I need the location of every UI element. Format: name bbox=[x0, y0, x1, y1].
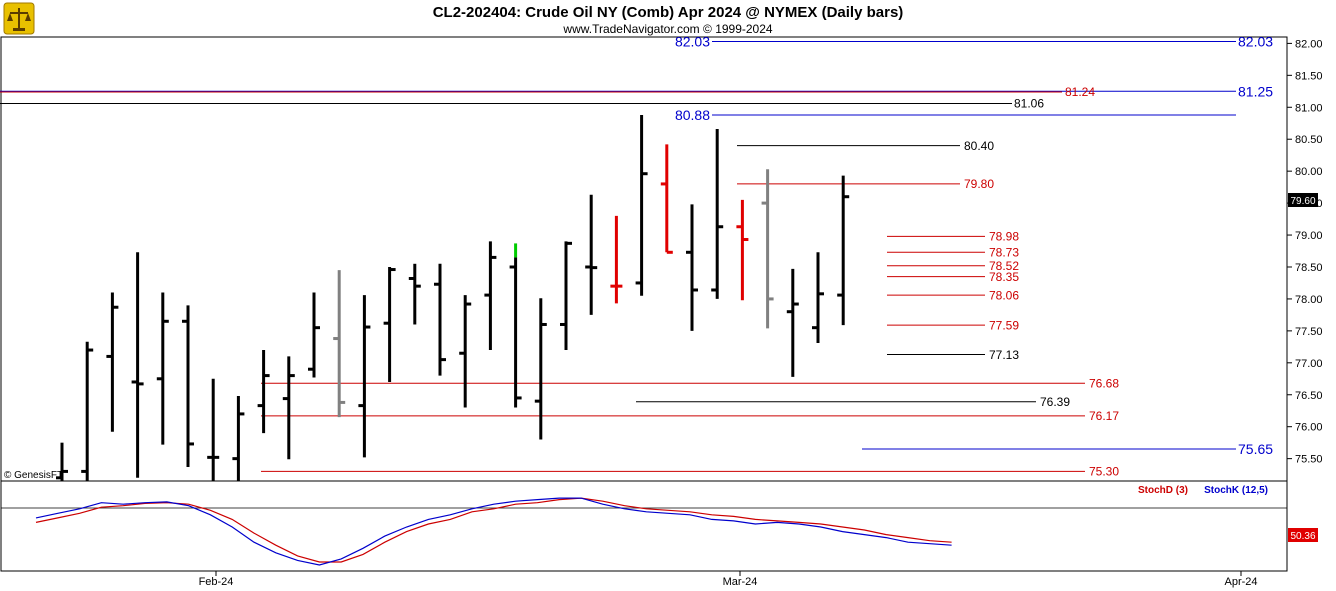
stoch-value-label: 50.36 bbox=[1290, 531, 1315, 542]
level-label: 80.88 bbox=[675, 107, 710, 123]
y-tick-label: 76.00 bbox=[1295, 422, 1323, 434]
stoch-d-line bbox=[35, 497, 952, 563]
stoch-k-line bbox=[35, 497, 952, 566]
last-price-badge bbox=[1288, 193, 1318, 207]
level-label: 82.03 bbox=[675, 33, 710, 49]
y-tick-label: 79.00 bbox=[1295, 230, 1323, 242]
y-tick-label: 77.00 bbox=[1295, 358, 1323, 370]
level-label: 78.98 bbox=[989, 230, 1019, 244]
y-tick-label: 78.50 bbox=[1295, 262, 1323, 274]
level-label: 81.24 bbox=[1065, 85, 1095, 99]
level-label: 79.80 bbox=[964, 177, 994, 191]
y-tick-label: 81.00 bbox=[1295, 102, 1323, 114]
chart-title: CL2-202404: Crude Oil NY (Comb) Apr 2024… bbox=[433, 4, 904, 21]
level-label: 76.17 bbox=[1089, 409, 1119, 423]
y-tick-label: 82.00 bbox=[1295, 38, 1323, 50]
level-label: 76.68 bbox=[1089, 377, 1119, 391]
x-tick-label: Feb-24 bbox=[199, 576, 234, 588]
level-label: 76.39 bbox=[1040, 395, 1070, 409]
level-label: 78.52 bbox=[989, 259, 1019, 273]
level-label: 80.40 bbox=[964, 139, 994, 153]
x-tick-label: Apr-24 bbox=[1224, 576, 1257, 588]
level-label: 77.13 bbox=[989, 348, 1019, 362]
logo-icon bbox=[3, 2, 35, 35]
level-label: 78.35 bbox=[989, 270, 1019, 284]
level-label: 77.59 bbox=[989, 318, 1019, 332]
x-tick-label: Mar-24 bbox=[723, 576, 758, 588]
y-tick-label: 76.50 bbox=[1295, 390, 1323, 402]
level-label: 75.65 bbox=[1238, 441, 1273, 457]
y-tick-label: 81.50 bbox=[1295, 70, 1323, 82]
stochk-legend: StochK (12,5) bbox=[1204, 485, 1268, 496]
level-label: 75.30 bbox=[1089, 465, 1119, 479]
y-tick-label: 77.50 bbox=[1295, 326, 1323, 338]
level-label: 81.25 bbox=[1238, 83, 1273, 99]
level-label: 78.06 bbox=[989, 288, 1019, 302]
stoch-value-badge bbox=[1288, 528, 1318, 542]
y-tick-label: 78.00 bbox=[1295, 294, 1323, 306]
y-tick-label: 80.50 bbox=[1295, 134, 1323, 146]
level-label: 81.06 bbox=[1014, 97, 1044, 111]
stochd-legend: StochD (3) bbox=[1138, 485, 1188, 496]
y-tick-label: 80.00 bbox=[1295, 166, 1323, 178]
level-label: 78.73 bbox=[989, 246, 1019, 260]
level-label: 82.03 bbox=[1238, 33, 1273, 49]
last-price-label: 79.60 bbox=[1290, 196, 1315, 207]
stoch-panel bbox=[0, 480, 1288, 572]
watermark: © GenesisFT bbox=[4, 470, 63, 481]
chart-subtitle: www.TradeNavigator.com © 1999-2024 bbox=[562, 22, 772, 36]
y-tick-label: 75.50 bbox=[1295, 454, 1323, 466]
